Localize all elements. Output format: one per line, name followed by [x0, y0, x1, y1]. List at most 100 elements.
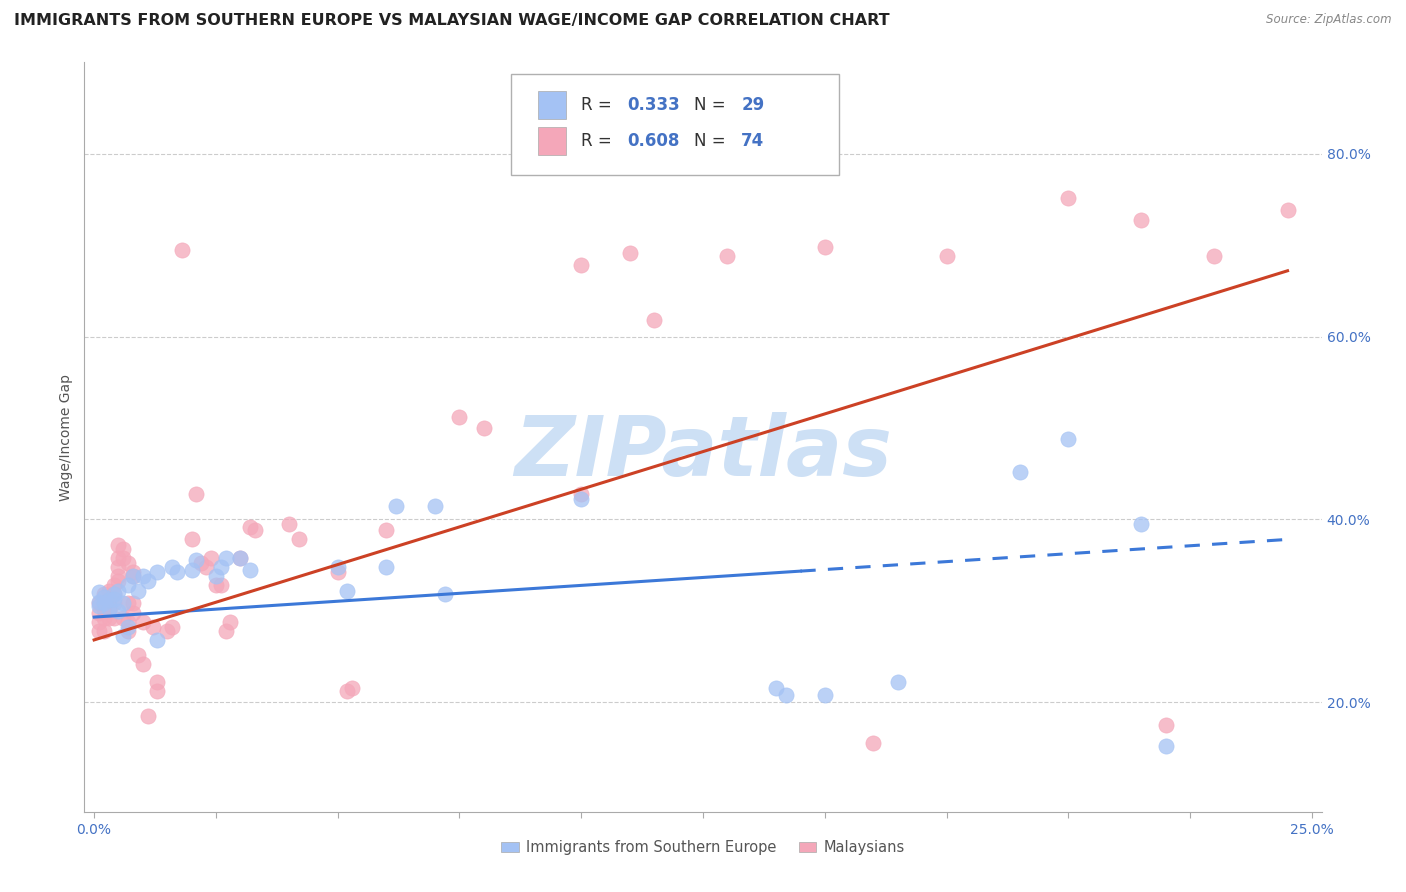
- Point: [87, 606, 110, 620]
- Text: R =: R =: [581, 96, 616, 114]
- Point: [103, 611, 125, 625]
- Point: [93, 596, 115, 610]
- Point: [146, 632, 169, 647]
- Point: [136, 574, 159, 589]
- Point: [93, 611, 115, 625]
- Point: [122, 566, 145, 580]
- Point: [97, 602, 120, 616]
- Point: [93, 624, 115, 638]
- Point: [107, 569, 129, 583]
- Point: [146, 684, 169, 698]
- Point: [862, 736, 884, 750]
- Point: [127, 648, 149, 662]
- Point: [200, 550, 222, 565]
- Point: [336, 684, 359, 698]
- Point: [1008, 465, 1031, 479]
- Text: Source: ZipAtlas.com: Source: ZipAtlas.com: [1267, 13, 1392, 27]
- Point: [423, 499, 446, 513]
- Point: [229, 550, 252, 565]
- Point: [385, 499, 408, 513]
- Point: [775, 688, 797, 702]
- Point: [243, 523, 266, 537]
- Point: [97, 592, 120, 607]
- Point: [619, 245, 641, 260]
- Point: [117, 615, 139, 629]
- Point: [342, 681, 364, 696]
- Point: [569, 258, 592, 272]
- Point: [433, 587, 456, 601]
- Point: [117, 596, 139, 610]
- Point: [122, 606, 145, 620]
- Point: [103, 596, 125, 610]
- Point: [180, 533, 202, 547]
- Point: [112, 550, 135, 565]
- Point: [160, 620, 183, 634]
- Point: [97, 583, 120, 598]
- Point: [103, 587, 125, 601]
- Point: [375, 523, 398, 537]
- Point: [716, 249, 738, 263]
- Point: [1057, 191, 1080, 205]
- Point: [87, 624, 110, 638]
- Point: [97, 592, 120, 607]
- Point: [1057, 432, 1080, 446]
- Point: [1277, 203, 1299, 218]
- Point: [205, 569, 228, 583]
- Point: [219, 615, 242, 629]
- Point: [93, 590, 115, 604]
- Point: [132, 615, 155, 629]
- Point: [117, 624, 139, 638]
- Point: [87, 599, 110, 614]
- Point: [93, 602, 115, 616]
- Point: [239, 519, 262, 533]
- Point: [112, 611, 135, 625]
- Point: [117, 556, 139, 570]
- Point: [1154, 718, 1177, 732]
- Point: [449, 409, 471, 424]
- Point: [156, 624, 179, 638]
- Point: [136, 708, 159, 723]
- Point: [229, 550, 252, 565]
- Point: [112, 629, 135, 643]
- Point: [186, 553, 208, 567]
- Point: [209, 559, 232, 574]
- Point: [239, 563, 262, 577]
- Point: [214, 550, 236, 565]
- Point: [214, 624, 236, 638]
- Point: [336, 583, 359, 598]
- Point: [643, 313, 665, 327]
- Text: IMMIGRANTS FROM SOUTHERN EUROPE VS MALAYSIAN WAGE/INCOME GAP CORRELATION CHART: IMMIGRANTS FROM SOUTHERN EUROPE VS MALAY…: [14, 13, 890, 29]
- Point: [87, 596, 110, 610]
- Point: [166, 566, 188, 580]
- Point: [326, 566, 349, 580]
- Point: [160, 559, 183, 574]
- FancyBboxPatch shape: [538, 91, 565, 120]
- Point: [326, 559, 349, 574]
- Point: [132, 569, 155, 583]
- Point: [112, 541, 135, 556]
- Point: [569, 487, 592, 501]
- Point: [1154, 739, 1177, 753]
- Point: [935, 249, 957, 263]
- Text: 0.608: 0.608: [627, 132, 681, 150]
- Point: [107, 604, 129, 618]
- Point: [112, 596, 135, 610]
- Point: [814, 688, 837, 702]
- Point: [87, 585, 110, 599]
- Point: [209, 578, 232, 592]
- Point: [195, 559, 218, 574]
- Point: [887, 675, 910, 690]
- Text: R =: R =: [581, 132, 616, 150]
- Text: N =: N =: [695, 132, 731, 150]
- Point: [103, 587, 125, 601]
- Point: [103, 578, 125, 592]
- Point: [107, 574, 129, 589]
- Point: [117, 620, 139, 634]
- Point: [472, 421, 495, 435]
- Text: N =: N =: [695, 96, 731, 114]
- Point: [190, 556, 212, 570]
- Point: [1130, 516, 1153, 531]
- Text: 29: 29: [741, 96, 765, 114]
- Point: [146, 675, 169, 690]
- Point: [132, 657, 155, 671]
